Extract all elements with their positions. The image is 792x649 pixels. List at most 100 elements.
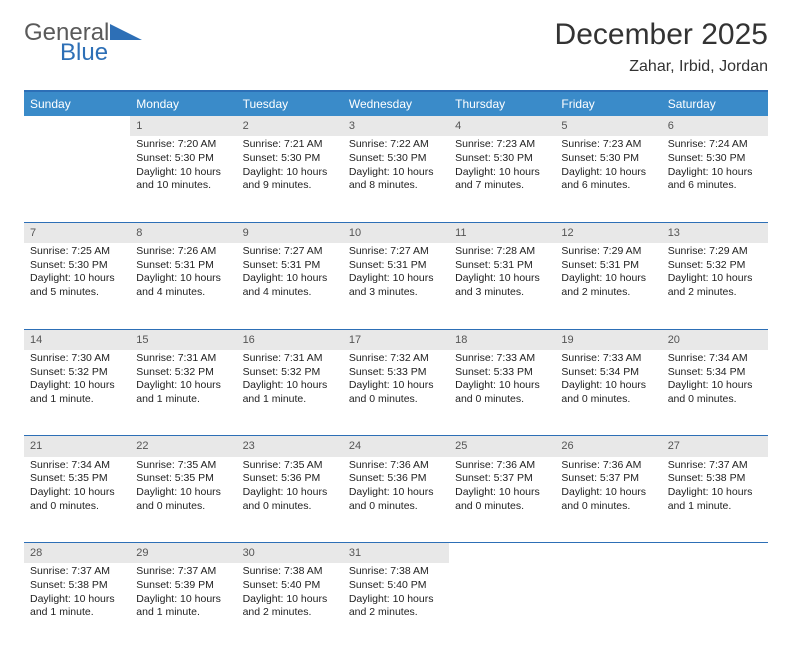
day-number: 23	[237, 436, 343, 457]
day-cell: Sunrise: 7:35 AMSunset: 5:35 PMDaylight:…	[130, 457, 236, 543]
day-number: 19	[555, 329, 661, 350]
daynum-row: 14151617181920	[24, 329, 768, 350]
weekday-header: Tuesday	[237, 91, 343, 116]
day-number: 9	[237, 222, 343, 243]
day-number: 17	[343, 329, 449, 350]
day2-text: and 2 minutes.	[668, 286, 762, 300]
day-body-row: Sunrise: 7:34 AMSunset: 5:35 PMDaylight:…	[24, 457, 768, 543]
sunset-text: Sunset: 5:37 PM	[561, 472, 655, 486]
calendar-page: General Blue December 2025 Zahar, Irbid,…	[0, 0, 792, 612]
sunrise-text: Sunrise: 7:37 AM	[668, 459, 762, 473]
sunrise-text: Sunrise: 7:36 AM	[349, 459, 443, 473]
sunset-text: Sunset: 5:30 PM	[561, 152, 655, 166]
brand-word2: Blue	[60, 39, 108, 62]
location-label: Zahar, Irbid, Jordan	[555, 58, 768, 76]
sunset-text: Sunset: 5:35 PM	[30, 472, 124, 486]
sunset-text: Sunset: 5:30 PM	[455, 152, 549, 166]
sunset-text: Sunset: 5:34 PM	[668, 366, 762, 380]
day-cell: Sunrise: 7:23 AMSunset: 5:30 PMDaylight:…	[555, 136, 661, 222]
day1-text: Daylight: 10 hours	[243, 593, 337, 607]
sunset-text: Sunset: 5:31 PM	[349, 259, 443, 273]
day-cell: Sunrise: 7:37 AMSunset: 5:38 PMDaylight:…	[24, 563, 130, 649]
day-body-row: Sunrise: 7:25 AMSunset: 5:30 PMDaylight:…	[24, 243, 768, 329]
sunrise-text: Sunrise: 7:23 AM	[561, 138, 655, 152]
day-cell: Sunrise: 7:36 AMSunset: 5:36 PMDaylight:…	[343, 457, 449, 543]
day-number: 26	[555, 436, 661, 457]
sunrise-text: Sunrise: 7:30 AM	[30, 352, 124, 366]
day-number: 1	[130, 116, 236, 136]
day-cell	[555, 563, 661, 649]
day-cell: Sunrise: 7:38 AMSunset: 5:40 PMDaylight:…	[237, 563, 343, 649]
day1-text: Daylight: 10 hours	[243, 166, 337, 180]
sunset-text: Sunset: 5:32 PM	[136, 366, 230, 380]
day-cell: Sunrise: 7:30 AMSunset: 5:32 PMDaylight:…	[24, 350, 130, 436]
sunrise-text: Sunrise: 7:36 AM	[455, 459, 549, 473]
day2-text: and 0 minutes.	[349, 393, 443, 407]
day1-text: Daylight: 10 hours	[30, 486, 124, 500]
sunrise-text: Sunrise: 7:38 AM	[243, 565, 337, 579]
weekday-header-row: Sunday Monday Tuesday Wednesday Thursday…	[24, 91, 768, 116]
day1-text: Daylight: 10 hours	[455, 379, 549, 393]
day2-text: and 0 minutes.	[30, 500, 124, 514]
day1-text: Daylight: 10 hours	[668, 379, 762, 393]
day-cell: Sunrise: 7:33 AMSunset: 5:34 PMDaylight:…	[555, 350, 661, 436]
day1-text: Daylight: 10 hours	[30, 379, 124, 393]
day-cell	[449, 563, 555, 649]
day-cell	[662, 563, 768, 649]
day1-text: Daylight: 10 hours	[243, 486, 337, 500]
day-cell: Sunrise: 7:34 AMSunset: 5:35 PMDaylight:…	[24, 457, 130, 543]
day-number: 6	[662, 116, 768, 136]
day2-text: and 7 minutes.	[455, 179, 549, 193]
daynum-row: 123456	[24, 116, 768, 136]
day-number: 30	[237, 543, 343, 564]
day-cell: Sunrise: 7:29 AMSunset: 5:31 PMDaylight:…	[555, 243, 661, 329]
sunset-text: Sunset: 5:36 PM	[349, 472, 443, 486]
day-cell: Sunrise: 7:31 AMSunset: 5:32 PMDaylight:…	[130, 350, 236, 436]
day1-text: Daylight: 10 hours	[561, 272, 655, 286]
day-cell: Sunrise: 7:27 AMSunset: 5:31 PMDaylight:…	[237, 243, 343, 329]
sunrise-text: Sunrise: 7:36 AM	[561, 459, 655, 473]
day2-text: and 8 minutes.	[349, 179, 443, 193]
sunrise-text: Sunrise: 7:22 AM	[349, 138, 443, 152]
day-body-row: Sunrise: 7:37 AMSunset: 5:38 PMDaylight:…	[24, 563, 768, 649]
sunrise-text: Sunrise: 7:32 AM	[349, 352, 443, 366]
sunset-text: Sunset: 5:33 PM	[455, 366, 549, 380]
sunset-text: Sunset: 5:40 PM	[349, 579, 443, 593]
day1-text: Daylight: 10 hours	[349, 166, 443, 180]
day-body-row: Sunrise: 7:20 AMSunset: 5:30 PMDaylight:…	[24, 136, 768, 222]
day1-text: Daylight: 10 hours	[349, 379, 443, 393]
day1-text: Daylight: 10 hours	[349, 272, 443, 286]
sunset-text: Sunset: 5:32 PM	[30, 366, 124, 380]
calendar-table: Sunday Monday Tuesday Wednesday Thursday…	[24, 90, 768, 649]
day-number: 4	[449, 116, 555, 136]
day-cell: Sunrise: 7:25 AMSunset: 5:30 PMDaylight:…	[24, 243, 130, 329]
day-cell: Sunrise: 7:29 AMSunset: 5:32 PMDaylight:…	[662, 243, 768, 329]
sunset-text: Sunset: 5:31 PM	[243, 259, 337, 273]
day-cell: Sunrise: 7:37 AMSunset: 5:38 PMDaylight:…	[662, 457, 768, 543]
sunset-text: Sunset: 5:31 PM	[136, 259, 230, 273]
day-number: 10	[343, 222, 449, 243]
day2-text: and 9 minutes.	[243, 179, 337, 193]
day1-text: Daylight: 10 hours	[668, 272, 762, 286]
sunrise-text: Sunrise: 7:35 AM	[136, 459, 230, 473]
brand-logo-svg: General Blue	[24, 18, 144, 62]
day-number: 28	[24, 543, 130, 564]
day-cell: Sunrise: 7:31 AMSunset: 5:32 PMDaylight:…	[237, 350, 343, 436]
day-cell: Sunrise: 7:21 AMSunset: 5:30 PMDaylight:…	[237, 136, 343, 222]
day2-text: and 4 minutes.	[136, 286, 230, 300]
day2-text: and 5 minutes.	[30, 286, 124, 300]
sunset-text: Sunset: 5:32 PM	[668, 259, 762, 273]
day1-text: Daylight: 10 hours	[455, 486, 549, 500]
day2-text: and 3 minutes.	[349, 286, 443, 300]
day-body-row: Sunrise: 7:30 AMSunset: 5:32 PMDaylight:…	[24, 350, 768, 436]
weekday-header: Monday	[130, 91, 236, 116]
day1-text: Daylight: 10 hours	[136, 272, 230, 286]
day1-text: Daylight: 10 hours	[349, 593, 443, 607]
brand-logo: General Blue	[24, 18, 144, 62]
sunset-text: Sunset: 5:40 PM	[243, 579, 337, 593]
sunrise-text: Sunrise: 7:34 AM	[668, 352, 762, 366]
day-number: 7	[24, 222, 130, 243]
sunrise-text: Sunrise: 7:35 AM	[243, 459, 337, 473]
sunset-text: Sunset: 5:30 PM	[136, 152, 230, 166]
day-cell: Sunrise: 7:34 AMSunset: 5:34 PMDaylight:…	[662, 350, 768, 436]
